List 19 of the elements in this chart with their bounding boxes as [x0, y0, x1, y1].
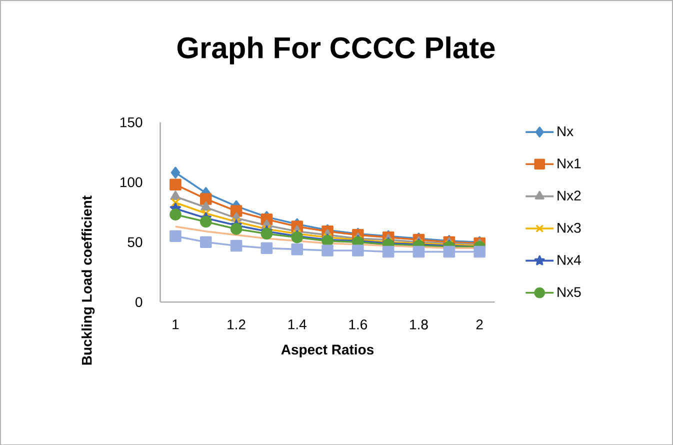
- x-axis-title: Aspect Ratios: [281, 344, 374, 358]
- x-tick-label: 1.8: [410, 319, 428, 330]
- chart-title: Graph For CCCC Plate: [177, 36, 495, 64]
- y-tick-label: 0: [136, 296, 142, 307]
- y-tick-label: 100: [120, 177, 142, 188]
- legend-label: Nx: [558, 126, 574, 136]
- x-tick-label: 1.2: [228, 319, 246, 330]
- x-tick-label: 2: [476, 319, 483, 330]
- legend-label: Nx5: [558, 287, 581, 297]
- y-tick-label: 150: [120, 117, 142, 128]
- legend-label: Nx4: [558, 254, 581, 265]
- y-axis-title: Buckling Load coefficient: [82, 195, 95, 364]
- legend-label: Nx1: [558, 158, 581, 168]
- legend-label: Nx3: [558, 222, 581, 233]
- x-tick-label: 1.4: [288, 319, 306, 330]
- x-tick-label: 1.6: [349, 319, 368, 330]
- y-tick-label: 50: [128, 237, 142, 247]
- legend-label: Nx2: [558, 190, 581, 200]
- x-tick-label: 1: [172, 319, 179, 330]
